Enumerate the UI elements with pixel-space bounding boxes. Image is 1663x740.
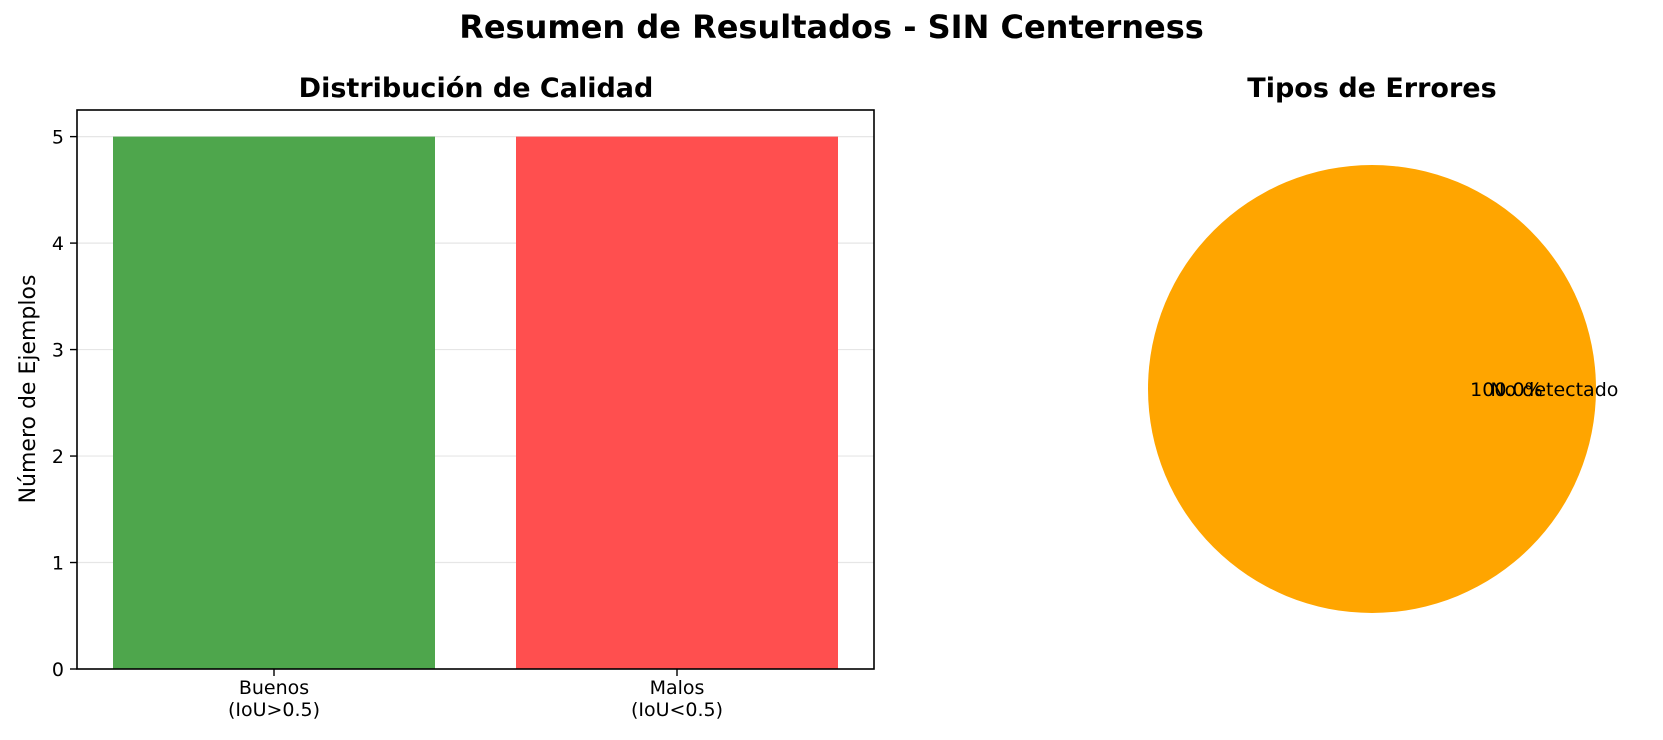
bar-chart-x-ticks: Buenos(IoU>0.5) Malos(IoU<0.5) (228, 669, 723, 721)
pie-slice-label: No detectado (1490, 379, 1618, 401)
pie-slice-percent: 100.0% (1470, 379, 1542, 401)
x-tick-label: (IoU>0.5) (228, 699, 320, 721)
bar-chart-title: Distribución de Calidad (299, 73, 654, 104)
x-tick-label: Buenos (239, 677, 309, 699)
bar (113, 136, 435, 670)
y-tick-label: 5 (52, 127, 64, 149)
bar-chart-y-ticks: 0 1 2 3 4 5 (52, 127, 77, 681)
y-tick-label: 0 (52, 659, 64, 681)
x-tick-label: Malos (650, 677, 705, 699)
y-tick-label: 2 (52, 446, 64, 468)
pie-chart-title: Tipos de Errores (1247, 73, 1496, 104)
y-tick-label: 3 (52, 340, 64, 362)
bar (516, 136, 838, 670)
bar-chart-frame (76, 109, 875, 670)
x-tick-label: (IoU<0.5) (631, 699, 723, 721)
y-tick-label: 4 (52, 233, 64, 255)
y-tick-label: 1 (52, 553, 64, 575)
pie-slice (1148, 165, 1596, 613)
bar-chart-bars (113, 136, 838, 670)
figure-title: Resumen de Resultados - SIN Centerness (459, 8, 1204, 46)
bar-chart-y-label: Número de Ejemplos (16, 275, 41, 504)
